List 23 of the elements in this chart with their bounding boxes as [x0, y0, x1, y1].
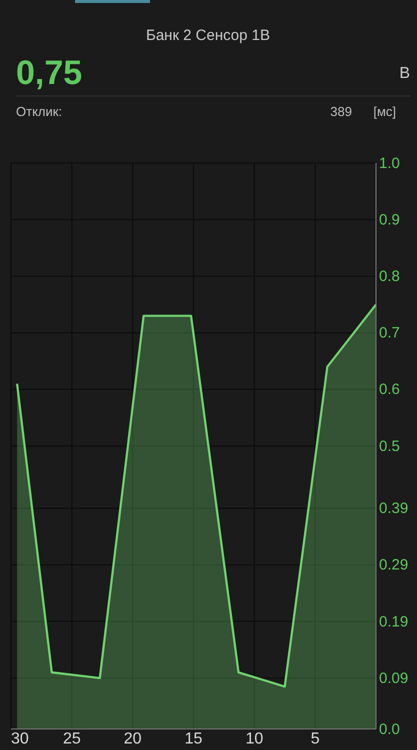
x-tick-label: 30 — [11, 730, 29, 748]
text: [мс] — [373, 104, 396, 119]
y-tick-label: 1.0 — [379, 154, 400, 172]
y-tick-label: 0.9 — [379, 211, 400, 228]
y-tick-label: 0.5 — [379, 438, 400, 455]
y-tick-label: 0.19 — [379, 613, 408, 630]
x-tick-label: 10 — [245, 730, 264, 748]
chart-title: Банк 2 Сенсор 1В — [146, 27, 270, 44]
y-tick-label: 0.8 — [379, 268, 400, 285]
x-tick-label: 20 — [124, 730, 142, 748]
y-tick-label: 0.09 — [379, 670, 408, 687]
x-tick-label: 15 — [184, 730, 202, 748]
y-tick-label: 0.39 — [379, 500, 408, 518]
y-tick-label: 0.0 — [379, 720, 400, 738]
text: 389 — [330, 104, 352, 119]
text: В — [399, 65, 410, 82]
y-tick-label: 0.29 — [379, 556, 408, 574]
text: 0,75 — [16, 54, 82, 92]
x-tick-label: 25 — [62, 730, 81, 748]
text: Отклик: — [16, 104, 62, 119]
y-tick-label: 0.6 — [379, 381, 400, 398]
x-tick-label: 5 — [310, 730, 320, 748]
y-tick-label: 0.7 — [379, 324, 400, 342]
